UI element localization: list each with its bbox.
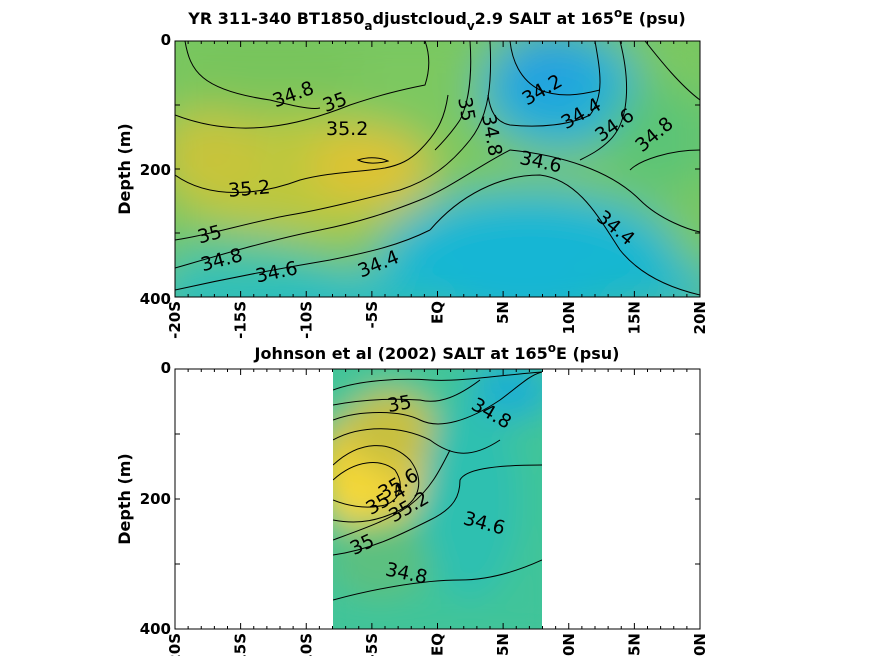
bottom-ticks	[174, 368, 701, 630]
top-ytick-0: 0	[161, 31, 171, 49]
bottom-contour-1	[333, 371, 542, 391]
top-contour-34.4-left	[175, 229, 431, 291]
bottom-title: Johnson et al (2002) SALT at 165oE (psu)	[254, 341, 620, 363]
bottom-contour-6	[333, 462, 401, 508]
x-tick-label: -15S	[232, 633, 250, 656]
top-contour-34.8-middle	[175, 41, 492, 241]
bottom-contour-5	[333, 445, 420, 523]
top-contour-34.6-left	[175, 149, 511, 269]
x-tick-label: -10S	[297, 301, 315, 339]
x-tick-label: 5N	[494, 633, 512, 656]
bottom-contour-4	[333, 428, 501, 454]
top-ticks	[174, 40, 701, 298]
top-salinity-field	[175, 41, 700, 297]
top-contour-34.8-left	[184, 41, 321, 109]
top-contour-34.4-right	[429, 174, 700, 296]
top-contour-34.6-right	[509, 149, 700, 233]
top-contour-34.2	[509, 41, 601, 96]
x-tick-label: 10N	[560, 301, 578, 334]
x-tick-label: -10S	[297, 633, 315, 656]
x-tick-label: -20S	[166, 633, 184, 656]
x-tick-label: 20N	[691, 633, 709, 656]
top-ylabel: Depth (m)	[115, 123, 134, 215]
bottom-contour-7	[333, 449, 451, 541]
top-contour-34.8-right-lower	[629, 149, 700, 171]
bottom-contour-8	[333, 464, 542, 556]
top-title: YR 311-340 BT1850adjustcloudv2.9 SALT at…	[187, 6, 685, 33]
x-tick-label: 15N	[625, 633, 643, 656]
top-clabel-3: 35.2	[326, 118, 368, 140]
bottom-clabel-1: 35	[386, 391, 414, 417]
top-ytick-200: 200	[140, 161, 171, 179]
x-tick-label: 15N	[625, 301, 643, 334]
top-contour-35.2	[175, 94, 449, 193]
top-clabel-11: 35.2	[227, 176, 271, 202]
top-contour-35-upper	[175, 41, 430, 129]
x-tick-label: 10N	[560, 633, 578, 656]
top-clabel-4: 35	[453, 95, 479, 123]
x-tick-label: -5S	[363, 633, 381, 656]
bottom-contour-3	[333, 371, 542, 425]
x-tick-label: -15S	[232, 301, 250, 339]
bottom-ytick-400: 400	[140, 620, 171, 638]
bottom-salinity-field	[333, 369, 542, 629]
top-contour-34.8-right	[644, 41, 700, 101]
top-ytick-400: 400	[140, 290, 171, 308]
bottom-contour-2	[333, 379, 481, 406]
bottom-ytick-0: 0	[161, 359, 171, 377]
bottom-ytick-200: 200	[140, 490, 171, 508]
top-contour-35.2-inner	[356, 157, 390, 164]
x-tick-label: -5S	[363, 301, 381, 328]
bottom-ylabel: Depth (m)	[115, 453, 134, 545]
top-contour-35-middle	[434, 41, 472, 151]
x-tick-label: EQ	[429, 301, 447, 324]
x-tick-label: EQ	[429, 633, 447, 656]
top-contour-34.4-top	[487, 41, 601, 127]
bottom-xtick-labels: -20S -15S -10S -5S EQ 5N 10N 15N 20N	[166, 633, 709, 656]
x-tick-label: 20N	[691, 301, 709, 334]
top-contour-34.6-top	[579, 41, 627, 161]
x-tick-label: 5N	[494, 301, 512, 324]
top-xtick-labels: -20S -15S -10S -5S EQ 5N 10N 15N 20N	[166, 301, 709, 339]
bottom-contour-9	[333, 559, 542, 601]
x-tick-label: -20S	[166, 301, 184, 339]
